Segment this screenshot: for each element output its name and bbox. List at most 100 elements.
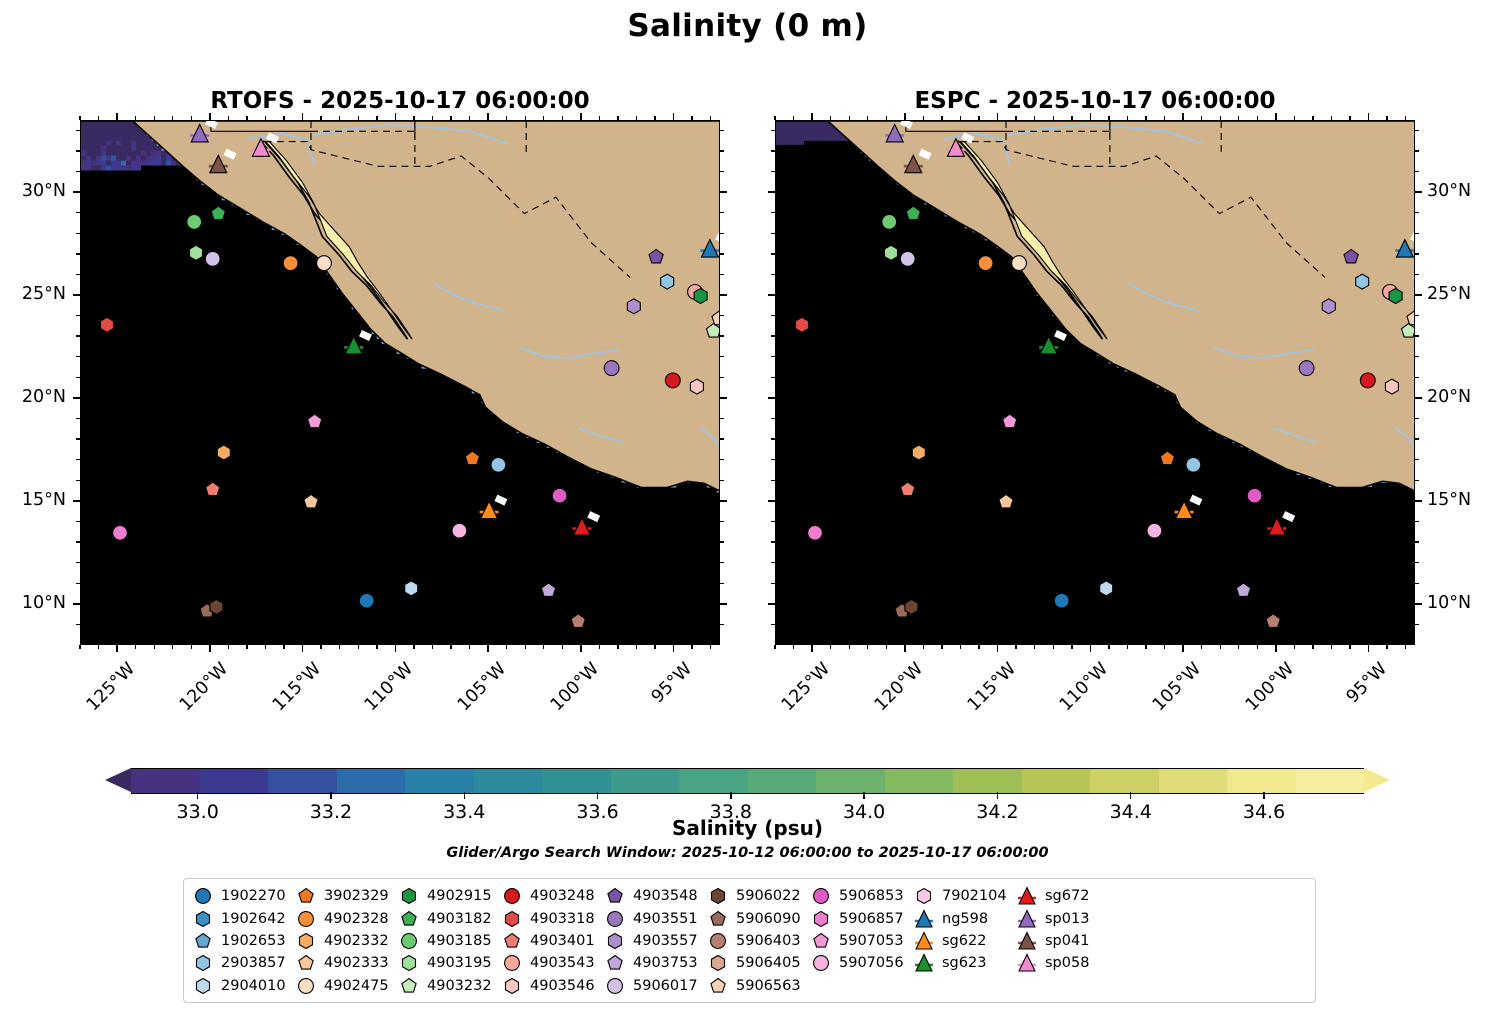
platform-marker-4903248 — [664, 372, 681, 389]
legend-entry-sg623[interactable]: sg623 — [911, 952, 1014, 974]
xtick-minor — [941, 645, 943, 649]
platform-marker-sp013 — [885, 123, 905, 143]
legend-entry-4902333[interactable]: 4902333 — [293, 952, 396, 974]
legend-entry-ng598[interactable]: ng598 — [911, 907, 1014, 929]
ytick-minor — [76, 438, 80, 440]
legend-entry-sp041[interactable]: sp041 — [1014, 930, 1095, 952]
legend-entry-4903401[interactable]: 4903401 — [499, 930, 602, 952]
platform-marker-5906403 — [570, 613, 586, 628]
xtick-minor — [867, 116, 869, 120]
border-0 — [264, 141, 631, 278]
platform-track-sg672 — [1282, 511, 1296, 523]
legend-entry-4903195[interactable]: 4903195 — [396, 952, 499, 974]
legend-entry-4902475[interactable]: 4902475 — [293, 975, 396, 997]
xtick-minor — [1219, 116, 1221, 120]
xtick-minor — [431, 116, 434, 120]
platform-marker-sg623 — [344, 335, 364, 355]
legend-entry-5906405[interactable]: 5906405 — [705, 952, 808, 974]
legend-entry-5906022[interactable]: 5906022 — [705, 885, 808, 907]
ytick-minor — [720, 253, 724, 255]
legend-entry-4903546[interactable]: 4903546 — [499, 975, 602, 997]
colorbar-band-11 — [884, 769, 953, 793]
legend-marker-hexagon-icon — [190, 953, 216, 973]
legend-entry-4902328[interactable]: 4902328 — [293, 907, 396, 929]
platform-legend[interactable]: 1902270 1902642 1902653 2903857 2904010 39023… — [183, 878, 1316, 1003]
legend-label: 7902104 — [942, 888, 1014, 904]
legend-entry-sg672[interactable]: sg672 — [1014, 885, 1095, 907]
legend-label: 4902475 — [324, 978, 396, 994]
ytick-minor — [76, 335, 80, 337]
colorbar-band-12 — [953, 769, 1022, 793]
legend-entry-5906403[interactable]: 5906403 — [705, 930, 808, 952]
legend-entry-sg622[interactable]: sg622 — [911, 930, 1014, 952]
legend-entry-7902104[interactable]: 7902104 — [911, 885, 1014, 907]
map-panel-rtofs[interactable]: RTOFS - 2025-10-17 06:00:00 — [80, 88, 720, 645]
colorbar-tick-0 — [196, 792, 199, 799]
map-field-espc — [776, 121, 1414, 644]
legend-marker-circle-icon — [396, 931, 422, 951]
legend-entry-4903232[interactable]: 4903232 — [396, 975, 499, 997]
legend-entry-2903857[interactable]: 2903857 — [190, 952, 293, 974]
ylabel-left-4: 10°N — [0, 593, 66, 613]
legend-label: ng598 — [942, 911, 992, 927]
legend-entry-sp058[interactable]: sp058 — [1014, 952, 1095, 974]
legend-entry-4903248[interactable]: 4903248 — [499, 885, 602, 907]
ytick-minor — [1415, 356, 1419, 358]
ytick-minor — [771, 211, 775, 214]
legend-entry-4903548[interactable]: 4903548 — [602, 885, 705, 907]
xtick-minor — [635, 645, 638, 649]
colorbar[interactable]: 33.0 33.2 33.4 33.6 33.8 34.0 34.2 34.4 34.6 — [105, 768, 1390, 823]
ytick-minor — [771, 150, 775, 152]
ylabel-right-1: 25°N — [1427, 284, 1495, 304]
legend-entry-5906563[interactable]: 5906563 — [705, 975, 808, 997]
xtick-minor — [376, 645, 378, 649]
legend-entry-4903182[interactable]: 4903182 — [396, 907, 499, 929]
legend-label: 5906853 — [839, 888, 911, 904]
legend-entry-5907053[interactable]: 5907053 — [808, 930, 911, 952]
platform-marker-4903753 — [1235, 582, 1252, 598]
legend-label: 4903543 — [530, 955, 602, 971]
xtick-minor — [153, 116, 155, 120]
legend-marker-circle-icon — [602, 976, 628, 996]
legend-entry-5906857[interactable]: 5906857 — [808, 907, 911, 929]
legend-entry-4903318[interactable]: 4903318 — [499, 907, 602, 929]
legend-entry-4902915[interactable]: 4902915 — [396, 885, 499, 907]
ylabel-right-0: 30°N — [1427, 181, 1495, 201]
xtick-minor — [97, 645, 100, 649]
legend-entry-4903543[interactable]: 4903543 — [499, 952, 602, 974]
legend-entry-4902332[interactable]: 4902332 — [293, 930, 396, 952]
legend-entry-5907056[interactable]: 5907056 — [808, 952, 911, 974]
legend-entry-4903557[interactable]: 4903557 — [602, 930, 705, 952]
legend-entry-5906853[interactable]: 5906853 — [808, 885, 911, 907]
xtick-top-rtofs-4 — [487, 113, 489, 120]
ytick-minor — [76, 314, 80, 317]
xtick-minor — [505, 116, 508, 120]
xtick-top-espc-4 — [1182, 113, 1184, 120]
xlabel-espc-4: 105°W — [1142, 659, 1205, 723]
map-canvas-espc[interactable] — [775, 120, 1415, 645]
legend-entry-3902329[interactable]: 3902329 — [293, 885, 396, 907]
legend-label: 4902333 — [324, 955, 396, 971]
map-panel-espc[interactable]: ESPC - 2025-10-17 06:00:00 — [775, 88, 1415, 645]
xtick-minor — [561, 116, 563, 120]
ytick-minor — [720, 541, 724, 543]
legend-marker-circle-icon — [293, 976, 319, 996]
xtick-minor — [691, 116, 693, 120]
ytick-right-rtofs-3 — [720, 500, 727, 502]
ytick-minor — [76, 253, 80, 255]
salinity-field — [776, 121, 1414, 644]
legend-entry-4903551[interactable]: 4903551 — [602, 907, 705, 929]
map-canvas-rtofs[interactable] — [80, 120, 720, 645]
legend-entry-2904010[interactable]: 2904010 — [190, 975, 293, 997]
ytick-minor — [720, 150, 724, 152]
legend-entry-sp013[interactable]: sp013 — [1014, 907, 1095, 929]
xlabel-rtofs-2: 115°W — [261, 659, 325, 723]
legend-entry-4903753[interactable]: 4903753 — [602, 952, 705, 974]
legend-entry-5906090[interactable]: 5906090 — [705, 907, 808, 929]
legend-entry-5906017[interactable]: 5906017 — [602, 975, 705, 997]
legend-entry-4903185[interactable]: 4903185 — [396, 930, 499, 952]
legend-entry-1902653[interactable]: 1902653 — [190, 930, 293, 952]
legend-entry-1902642[interactable]: 1902642 — [190, 907, 293, 929]
colorbar-tick-1 — [330, 792, 332, 799]
legend-entry-1902270[interactable]: 1902270 — [190, 885, 293, 907]
